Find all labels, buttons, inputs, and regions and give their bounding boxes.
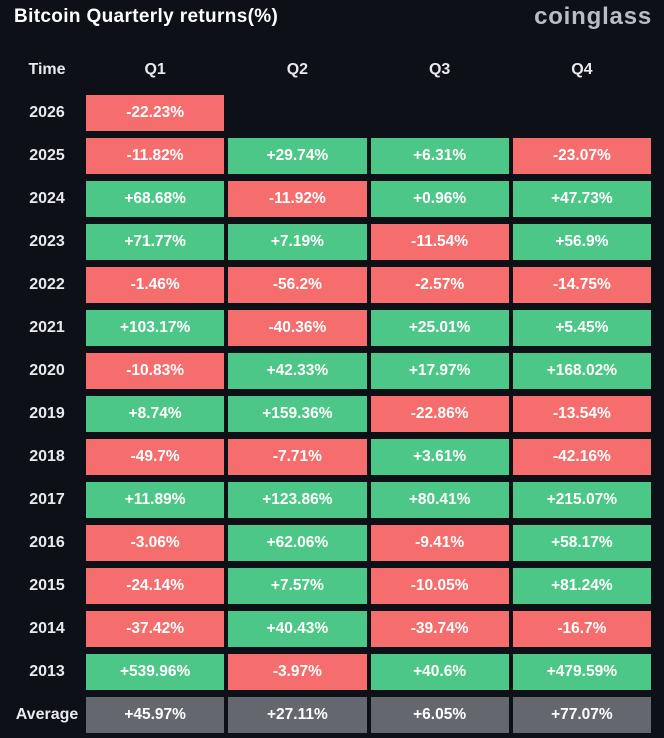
cell-2013-q3: +40.6%: [370, 654, 509, 690]
cell-2022-q4: -14.75%: [512, 267, 651, 303]
row-label-average: Average: [15, 706, 79, 723]
cell-2021-q3: +25.01%: [370, 310, 509, 346]
cell-2022-q2: -56.2%: [228, 267, 367, 303]
cell-2024-q4: +47.73%: [512, 181, 651, 217]
row-label-2023: 2023: [29, 233, 65, 250]
column-header-q4: Q4: [571, 61, 593, 78]
cell-2017-q3: +80.41%: [370, 482, 509, 518]
cell-2024-q1: +68.68%: [86, 181, 225, 217]
cell-2020-q3: +17.97%: [370, 353, 509, 389]
row-label-2015: 2015: [29, 577, 65, 594]
cell-2025-q1: -11.82%: [86, 138, 225, 174]
topbar: Bitcoin Quarterly returns(%) coinglass: [0, 0, 664, 52]
row-label-2017: 2017: [29, 491, 65, 508]
cell-average-q2: +27.11%: [228, 697, 367, 733]
cell-2017-q4: +215.07%: [512, 482, 651, 518]
cell-2023-q1: +71.77%: [86, 224, 225, 260]
cell-2017-q2: +123.86%: [228, 482, 367, 518]
cell-2014-q4: -16.7%: [512, 611, 651, 647]
cell-2022-q3: -2.57%: [370, 267, 509, 303]
cell-2015-q2: +7.57%: [228, 568, 367, 604]
cell-2021-q4: +5.45%: [512, 310, 651, 346]
cell-2025-q2: +29.74%: [228, 138, 367, 174]
cell-2026-q2: [228, 95, 366, 131]
row-label-2013: 2013: [29, 663, 65, 680]
cell-2016-q3: -9.41%: [370, 525, 509, 561]
column-header-q3: Q3: [428, 61, 451, 78]
cell-2020-q1: -10.83%: [86, 353, 225, 389]
cell-2018-q4: -42.16%: [512, 439, 651, 475]
cell-2025-q3: +6.31%: [370, 138, 509, 174]
cell-2026-q4: [513, 95, 651, 131]
cell-2025-q4: -23.07%: [512, 138, 651, 174]
cell-2019-q2: +159.36%: [228, 396, 367, 432]
cell-average-q1: +45.97%: [86, 697, 225, 733]
cell-2019-q1: +8.74%: [86, 396, 225, 432]
cell-2018-q2: -7.71%: [228, 439, 367, 475]
quarterly-returns-table: Time Q1 Q2 Q3 Q4 2026 -22.23% 2025 -11.82% +29.74…: [0, 52, 651, 733]
cell-2023-q4: +56.9%: [512, 224, 651, 260]
page-title: Bitcoin Quarterly returns(%): [14, 6, 279, 27]
column-header-q1: Q1: [144, 61, 166, 78]
cell-2021-q1: +103.17%: [86, 310, 225, 346]
row-label-2016: 2016: [29, 534, 65, 551]
cell-2023-q2: +7.19%: [228, 224, 367, 260]
row-label-2020: 2020: [29, 362, 65, 379]
row-label-2025: 2025: [29, 147, 65, 164]
cell-2015-q1: -24.14%: [86, 568, 225, 604]
cell-2022-q1: -1.46%: [86, 267, 225, 303]
cell-2026-q3: [371, 95, 509, 131]
cell-2016-q4: +58.17%: [512, 525, 651, 561]
row-label-2024: 2024: [29, 190, 65, 207]
cell-2017-q1: +11.89%: [86, 482, 225, 518]
cell-2015-q3: -10.05%: [370, 568, 509, 604]
cell-2020-q2: +42.33%: [228, 353, 367, 389]
coinglass-logo[interactable]: coinglass: [534, 3, 652, 30]
row-label-2019: 2019: [29, 405, 65, 422]
cell-2018-q1: -49.7%: [86, 439, 225, 475]
row-label-2022: 2022: [29, 276, 65, 293]
row-label-2021: 2021: [29, 319, 65, 336]
cell-average-q4: +77.07%: [512, 697, 651, 733]
column-header-time: Time: [28, 61, 66, 78]
row-label-2018: 2018: [29, 448, 65, 465]
column-header-q2: Q2: [286, 61, 309, 78]
cell-2020-q4: +168.02%: [512, 353, 651, 389]
row-label-2026: 2026: [29, 104, 65, 121]
cell-2023-q3: -11.54%: [370, 224, 509, 260]
cell-2013-q2: -3.97%: [228, 654, 367, 690]
cell-2024-q2: -11.92%: [228, 181, 367, 217]
cell-2015-q4: +81.24%: [512, 568, 651, 604]
cell-2019-q3: -22.86%: [370, 396, 509, 432]
cell-2021-q2: -40.36%: [228, 310, 367, 346]
cell-2016-q2: +62.06%: [228, 525, 367, 561]
cell-2013-q4: +479.59%: [512, 654, 651, 690]
cell-2024-q3: +0.96%: [370, 181, 509, 217]
cell-2019-q4: -13.54%: [512, 396, 651, 432]
cell-2014-q1: -37.42%: [86, 611, 225, 647]
cell-2014-q2: +40.43%: [228, 611, 367, 647]
cell-2016-q1: -3.06%: [86, 525, 225, 561]
cell-2013-q1: +539.96%: [86, 654, 225, 690]
cell-2018-q3: +3.61%: [370, 439, 509, 475]
cell-2014-q3: -39.74%: [370, 611, 509, 647]
row-label-2014: 2014: [29, 620, 65, 637]
cell-2026-q1: -22.23%: [86, 95, 225, 131]
cell-average-q3: +6.05%: [370, 697, 509, 733]
